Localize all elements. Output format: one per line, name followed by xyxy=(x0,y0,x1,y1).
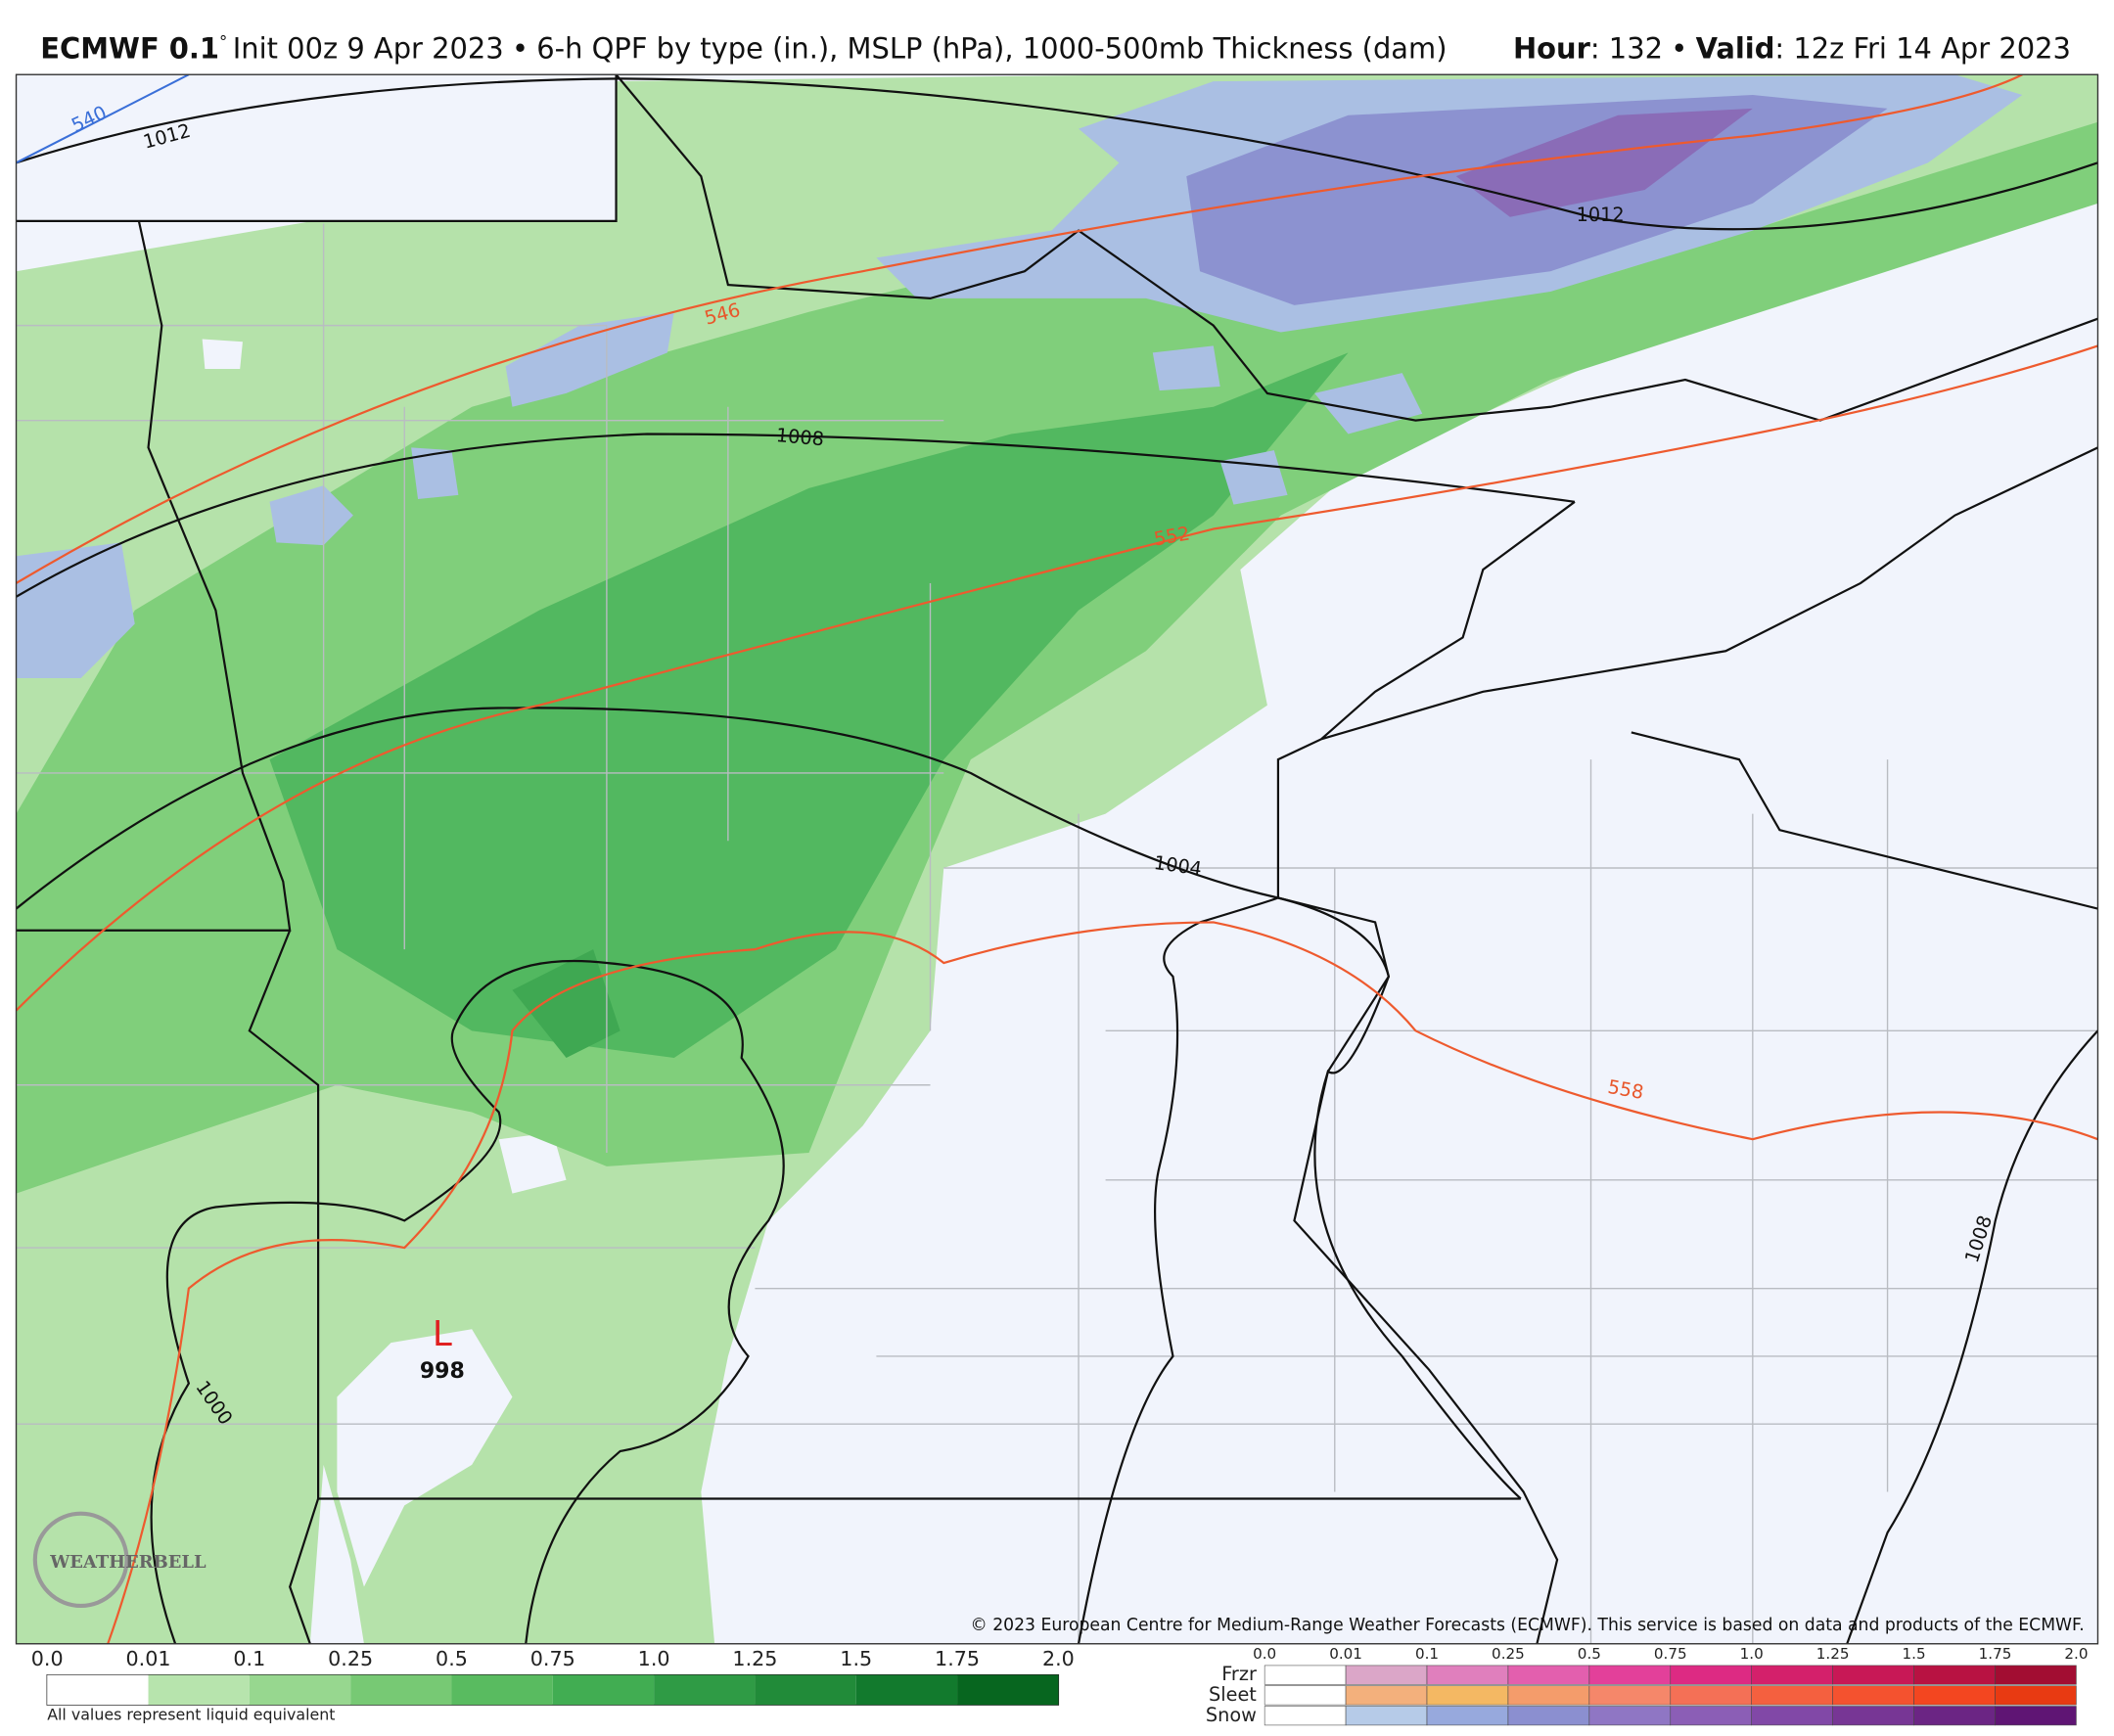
type-tick-label: 1.75 xyxy=(1979,1645,2012,1663)
type-swatch xyxy=(1913,1665,1996,1685)
type-swatch xyxy=(1995,1665,2077,1685)
precip-heavy xyxy=(269,352,1349,1059)
copyright: © 2023 European Centre for Medium-Range … xyxy=(971,1616,2085,1635)
type-swatch xyxy=(1913,1685,1996,1706)
type-swatch xyxy=(1832,1685,1914,1706)
hour: : 132 xyxy=(1590,32,1663,66)
type-swatch xyxy=(1507,1706,1590,1726)
type-swatch xyxy=(1588,1685,1672,1706)
watermark: WEATHERBELL xyxy=(49,1552,207,1573)
type-swatch xyxy=(1751,1685,1833,1706)
hour-label: Hour xyxy=(1513,32,1591,66)
type-swatch xyxy=(1751,1706,1833,1726)
type-swatch xyxy=(1426,1706,1509,1726)
header-left: ECMWF 0.1° Init 00z 9 Apr 2023 • 6-h QPF by… xyxy=(40,32,1447,66)
legend-tick-label: 0.75 xyxy=(530,1647,575,1670)
legend-tick-label: 1.25 xyxy=(732,1647,777,1670)
header-right: Hour: 132 • Valid: 12z Fri 14 Apr 2023 xyxy=(1513,32,2071,66)
legend-tick-label: 0.01 xyxy=(126,1647,171,1670)
isobars xyxy=(16,77,2098,1644)
qpf-legend: All values represent liquid equivalent 0… xyxy=(31,1647,1075,1724)
type-swatch xyxy=(1588,1706,1672,1726)
type-swatch xyxy=(1588,1665,1672,1685)
precip-heaviest xyxy=(512,949,620,1059)
legend-tick-label: 2.0 xyxy=(1042,1647,1075,1670)
type-swatch xyxy=(1832,1665,1914,1685)
thickness-540 xyxy=(16,74,190,164)
legend-swatch xyxy=(552,1674,655,1706)
type-swatch xyxy=(1264,1706,1347,1726)
type-swatch xyxy=(1264,1665,1347,1685)
separator: • xyxy=(1671,32,1687,66)
type-tick-label: 0.75 xyxy=(1654,1645,1687,1663)
type-tick-label: 2.0 xyxy=(2064,1645,2088,1663)
type-tick-label: 0.01 xyxy=(1329,1645,1362,1663)
init: Init 00z 9 Apr 2023 xyxy=(233,32,504,66)
type-tick-label: 1.25 xyxy=(1816,1645,1850,1663)
legend-swatch xyxy=(957,1674,1059,1706)
legend-swatch xyxy=(855,1674,958,1706)
legend-tick-label: 1.5 xyxy=(840,1647,872,1670)
type-swatch xyxy=(1426,1685,1509,1706)
precip-snow-heavy xyxy=(1455,108,1753,217)
type-tick-label: 0.1 xyxy=(1415,1645,1439,1663)
legend-tick-label: 1.0 xyxy=(638,1647,670,1670)
type-tick-label: 0.5 xyxy=(1578,1645,1601,1663)
legend-swatch xyxy=(350,1674,452,1706)
legend-tick-label: 0.25 xyxy=(328,1647,373,1670)
legend-tick-label: 1.75 xyxy=(935,1647,980,1670)
type-swatch xyxy=(1995,1685,2077,1706)
valid: : 12z Fri 14 Apr 2023 xyxy=(1774,32,2070,66)
type-tick-label: 1.0 xyxy=(1740,1645,1764,1663)
type-swatch xyxy=(1751,1665,1833,1685)
legend-swatch xyxy=(654,1674,756,1706)
legend-swatch xyxy=(451,1674,553,1706)
type-label: Snow xyxy=(1206,1704,1257,1726)
thickness-lines xyxy=(16,74,2098,1644)
watermark-logo xyxy=(32,1511,129,1609)
separator: • xyxy=(512,32,528,66)
low-pressure: 998 xyxy=(420,1358,465,1384)
legend-swatch xyxy=(249,1674,351,1706)
type-swatch xyxy=(1670,1706,1752,1726)
isobar-label: 1012 xyxy=(1577,204,1625,226)
type-tick-label: 0.25 xyxy=(1492,1645,1525,1663)
map-frame xyxy=(15,73,2099,1645)
type-label: Frzr xyxy=(1221,1663,1257,1685)
type-swatch xyxy=(1913,1706,1996,1726)
legend-swatch xyxy=(47,1674,149,1706)
legend-swatch xyxy=(148,1674,250,1706)
type-swatch xyxy=(1345,1665,1428,1685)
state-borders xyxy=(16,74,2098,1644)
isobar-label: 1008 xyxy=(775,424,825,450)
type-tick-label: 1.5 xyxy=(1903,1645,1926,1663)
product: 6-h QPF by type (in.), MSLP (hPa), 1000-… xyxy=(536,32,1447,66)
legend-swatch xyxy=(755,1674,856,1706)
legend-tick-label: 0.0 xyxy=(31,1647,64,1670)
type-tick-label: 0.0 xyxy=(1253,1645,1276,1663)
type-swatch xyxy=(1507,1665,1590,1685)
type-swatch xyxy=(1426,1665,1509,1685)
type-swatch xyxy=(1670,1665,1752,1685)
legend-tick-label: 0.5 xyxy=(436,1647,468,1670)
county-lines xyxy=(16,223,2098,1644)
valid-label: Valid xyxy=(1696,32,1775,66)
type-swatch xyxy=(1832,1706,1914,1726)
legend-tick-label: 0.1 xyxy=(233,1647,265,1670)
type-swatch xyxy=(1345,1685,1428,1706)
type-swatch xyxy=(1670,1685,1752,1706)
model: ECMWF 0.1 xyxy=(40,32,219,66)
legend-note: All values represent liquid equivalent xyxy=(47,1705,335,1723)
type-swatch xyxy=(1264,1685,1347,1706)
low-symbol: L xyxy=(433,1314,452,1354)
type-swatch xyxy=(1995,1706,2077,1726)
type-swatch xyxy=(1507,1685,1590,1706)
type-label: Sleet xyxy=(1209,1683,1257,1706)
canada-area xyxy=(16,74,617,221)
degree: ° xyxy=(219,32,227,51)
type-swatch xyxy=(1345,1706,1428,1726)
map: 540 1012 1012 546 1008 552 1004 558 1000… xyxy=(16,74,2098,1644)
